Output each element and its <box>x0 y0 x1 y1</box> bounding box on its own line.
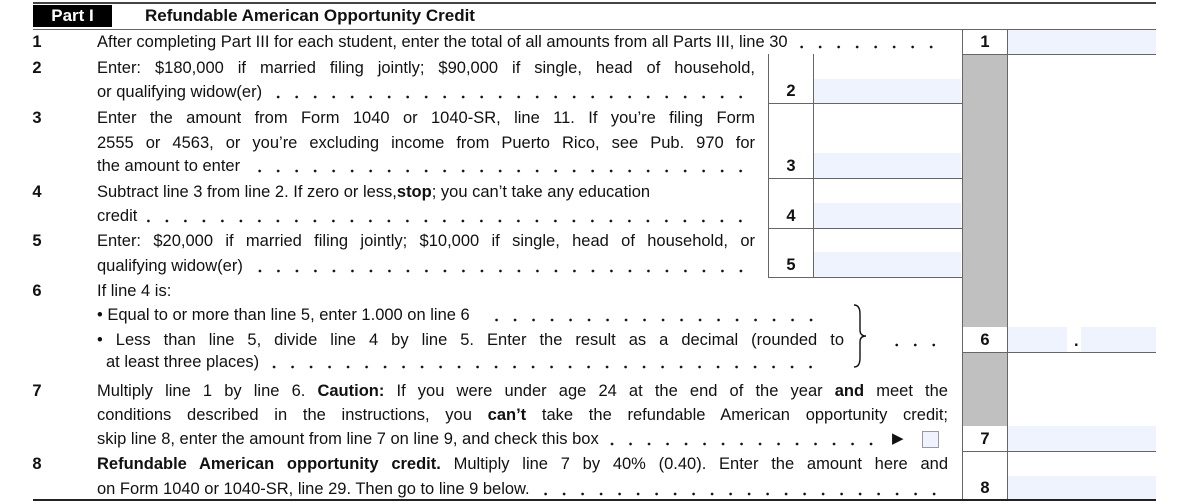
decimal-point: . <box>1074 332 1079 350</box>
column-divider <box>962 29 963 500</box>
line-number: 4 <box>32 183 42 201</box>
line-3-text: Enter the amount from Form 1040 or 1040-… <box>97 109 755 127</box>
line-text: meet the <box>864 382 948 400</box>
box-label: 8 <box>980 479 990 497</box>
line-5-text: Enter: $20,000 if married filing jointly… <box>97 232 755 250</box>
emphasis-caution: Caution: <box>317 382 385 400</box>
dot-leader <box>147 204 755 228</box>
line-text: Multiply line 7 by 40% (0.40). Enter the… <box>440 455 948 473</box>
line-3-text-cont: 2555 or 4563, or you’re excluding income… <box>97 134 755 152</box>
dot-leader <box>269 350 825 374</box>
line-6-text: If line 4 is: <box>97 279 755 303</box>
line-text: credit <box>97 207 138 225</box>
row-rule <box>768 277 963 278</box>
line-7-text-cont: conditions described in the instructions… <box>97 403 948 427</box>
line-2-text-cont: or qualifying widow(er) <box>97 80 755 104</box>
dot-leader <box>252 254 755 278</box>
line-number: 1 <box>32 33 42 51</box>
row-rule <box>962 54 1156 55</box>
line-7-input[interactable] <box>1008 426 1156 451</box>
line-number: 8 <box>32 455 42 473</box>
dot-leader <box>608 427 885 451</box>
line-8-text: Refundable American opportunity credit. … <box>97 452 948 476</box>
row-rule <box>768 103 963 104</box>
line-number: 2 <box>32 59 42 77</box>
line-text: conditions described in the instructions… <box>97 406 488 424</box>
arrow-icon: ▶ <box>892 430 904 447</box>
line-text: If you were under age 24 at the end of t… <box>384 382 835 400</box>
line-text: the amount to enter <box>97 157 241 175</box>
box-label: 7 <box>980 430 990 448</box>
line-number: 7 <box>32 382 42 400</box>
box-label: 1 <box>980 33 990 51</box>
line-3-text-end: the amount to enter <box>97 154 755 178</box>
line-text: Subtract line 3 from line 2. If zero or … <box>97 183 397 201</box>
inner-column-divider <box>813 54 814 277</box>
box-label: 5 <box>786 256 796 274</box>
dot-leader <box>880 328 948 352</box>
brace-icon <box>853 304 867 368</box>
line-4-input[interactable] <box>814 203 961 228</box>
line-text: Multiply line 1 by line 6. <box>97 382 318 400</box>
line-text: on Form 1040 or 1040-SR, line 29. Then g… <box>97 480 530 498</box>
line-text: take the refundable American opportunity… <box>526 406 948 424</box>
line-number: 3 <box>32 109 42 127</box>
row-rule <box>768 228 963 229</box>
box-label: 6 <box>980 331 990 349</box>
line-5-input[interactable] <box>814 252 961 277</box>
header-rule <box>33 29 1156 30</box>
line-6-option-b-cont: at least three places) <box>106 350 825 374</box>
line-7-text: Multiply line 1 by line 6. Caution: If y… <box>97 379 948 403</box>
row-rule <box>962 451 1156 452</box>
line-text: qualifying widow(er) <box>97 257 243 275</box>
line-4-text-cont: credit <box>97 204 755 228</box>
box-label: 4 <box>786 207 796 225</box>
line-6-option-a: • Equal to or more than line 5, enter 1.… <box>97 303 825 327</box>
line-7-text-end: skip line 8, enter the amount from line … <box>97 427 885 451</box>
top-rule <box>33 2 1156 4</box>
dot-leader <box>272 80 755 104</box>
line-6-option-b: • Less than line 5, divide line 4 by lin… <box>97 331 844 349</box>
emphasis-stop: stop <box>396 183 432 201</box>
line-5-text-cont: qualifying widow(er) <box>97 254 755 278</box>
line-number: 6 <box>32 282 42 300</box>
row-rule <box>962 352 1156 353</box>
column-divider <box>1007 29 1008 500</box>
row-rule <box>768 178 963 179</box>
line-text: After completing Part III for each stude… <box>97 33 788 51</box>
line-number: 5 <box>32 232 42 250</box>
part-label: Part I <box>33 5 112 27</box>
box-label: 3 <box>786 157 796 175</box>
emphasis-and: and <box>834 382 865 400</box>
shaded-column <box>963 54 1007 327</box>
dot-leader <box>479 303 825 327</box>
dot-leader <box>250 154 755 178</box>
shaded-column <box>963 352 1007 426</box>
line-text: or qualifying widow(er) <box>97 83 263 101</box>
line-text: • Equal to or more than line 5, enter 1.… <box>97 306 470 324</box>
line-6-decimal-input[interactable] <box>1081 327 1156 352</box>
line-8-text-cont: on Form 1040 or 1040-SR, line 29. Then g… <box>97 477 948 501</box>
box-label: 2 <box>786 82 796 100</box>
line-text: at least three places) <box>106 353 260 371</box>
line-3-input[interactable] <box>814 153 961 178</box>
dot-leader <box>539 477 948 501</box>
line-text: skip line 8, enter the amount from line … <box>97 430 599 448</box>
under-24-checkbox[interactable] <box>922 431 939 448</box>
line-8-input[interactable] <box>1008 476 1156 499</box>
emphasis-cant: can’t <box>487 406 527 424</box>
inner-column-divider <box>768 54 769 277</box>
line-6-whole-input[interactable] <box>1008 327 1067 352</box>
line-text: ; you can’t take any education <box>431 183 651 201</box>
line-1-text: After completing Part III for each stude… <box>97 30 945 54</box>
line-8-title: Refundable American opportunity credit. <box>97 455 441 473</box>
line-2-input[interactable] <box>814 79 961 103</box>
line-2-text: Enter: $180,000 if married filing jointl… <box>97 59 755 77</box>
line-text: If line 4 is: <box>97 282 172 300</box>
dot-leader <box>797 30 945 54</box>
part-title: Refundable American Opportunity Credit <box>145 6 475 25</box>
line-4-text: Subtract line 3 from line 2. If zero or … <box>97 180 755 204</box>
line-1-input[interactable] <box>1008 30 1156 54</box>
